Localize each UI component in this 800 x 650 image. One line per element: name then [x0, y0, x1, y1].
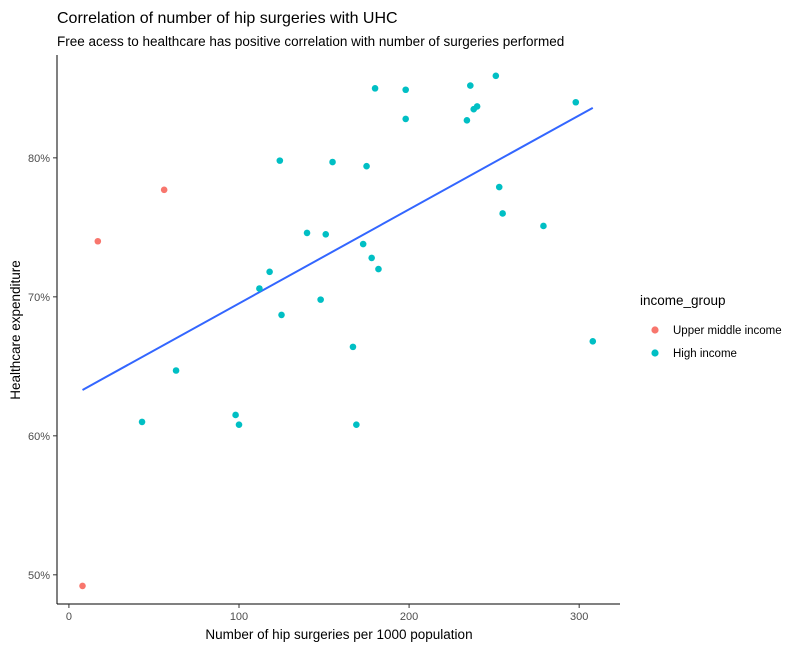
data-point-high-income — [467, 82, 474, 89]
trend-line — [82, 106, 594, 391]
x-axis-ticks: 0 100 200 300 — [66, 604, 588, 623]
legend-marker — [651, 349, 659, 357]
y-axis-title: Healthcare expenditure — [8, 260, 23, 400]
data-point-high-income — [266, 268, 273, 276]
y-tick-label: 70% — [28, 292, 50, 304]
data-point-high-income — [232, 411, 239, 419]
y-axis-ticks: 50% 60% 70% 80% — [28, 153, 57, 582]
x-axis-title: Number of hip surgeries per 1000 populat… — [205, 627, 472, 642]
data-point-high-income — [363, 162, 370, 170]
legend-items: Upper middle income High income — [651, 325, 782, 360]
data-point-high-income — [172, 367, 180, 374]
legend-label: Upper middle income — [673, 325, 782, 337]
y-tick-label: 60% — [28, 431, 50, 443]
data-point-upper-middle-income — [79, 582, 86, 590]
data-point-high-income — [329, 158, 336, 166]
data-point-high-income — [317, 296, 324, 303]
data-point-high-income — [540, 222, 547, 230]
data-point-high-income — [371, 85, 379, 92]
data-point-high-income — [138, 418, 146, 426]
data-point-high-income — [492, 72, 500, 80]
data-point-high-income — [463, 117, 471, 124]
chart-subtitle: Free acess to healthcare has positive co… — [57, 34, 564, 49]
data-point-high-income — [572, 98, 580, 106]
chart-title: Correlation of number of hip surgeries w… — [57, 10, 398, 27]
data-point-high-income — [589, 338, 597, 345]
x-tick-label: 0 — [66, 611, 72, 623]
legend-label: High income — [673, 348, 737, 360]
legend: income_group Upper middle income High inc… — [640, 293, 782, 360]
x-tick-label: 100 — [230, 611, 248, 623]
data-point-upper-middle-income — [94, 237, 102, 245]
data-point-high-income — [368, 254, 375, 262]
legend-marker — [651, 326, 659, 334]
data-point-high-income — [473, 103, 481, 110]
data-point-high-income — [235, 421, 243, 429]
data-points-layer — [79, 72, 597, 590]
data-point-high-income — [322, 230, 330, 238]
x-tick-label: 300 — [570, 611, 588, 623]
data-point-high-income — [349, 343, 357, 351]
data-point-high-income — [303, 229, 311, 237]
data-point-high-income — [375, 265, 382, 273]
data-point-high-income — [276, 157, 284, 164]
data-point-high-income — [402, 86, 409, 94]
data-point-high-income — [402, 115, 409, 123]
data-point-high-income — [359, 240, 367, 248]
x-tick-label: 200 — [400, 611, 418, 623]
y-tick-label: 80% — [28, 153, 50, 165]
data-point-high-income — [499, 210, 506, 217]
y-tick-label: 50% — [28, 570, 50, 582]
trend-line-layer — [82, 106, 594, 391]
legend-title: income_group — [640, 293, 726, 308]
data-point-high-income — [256, 285, 263, 292]
data-point-upper-middle-income — [160, 186, 168, 194]
data-point-high-income — [278, 311, 285, 319]
data-point-high-income — [353, 421, 360, 429]
data-point-high-income — [495, 183, 503, 191]
